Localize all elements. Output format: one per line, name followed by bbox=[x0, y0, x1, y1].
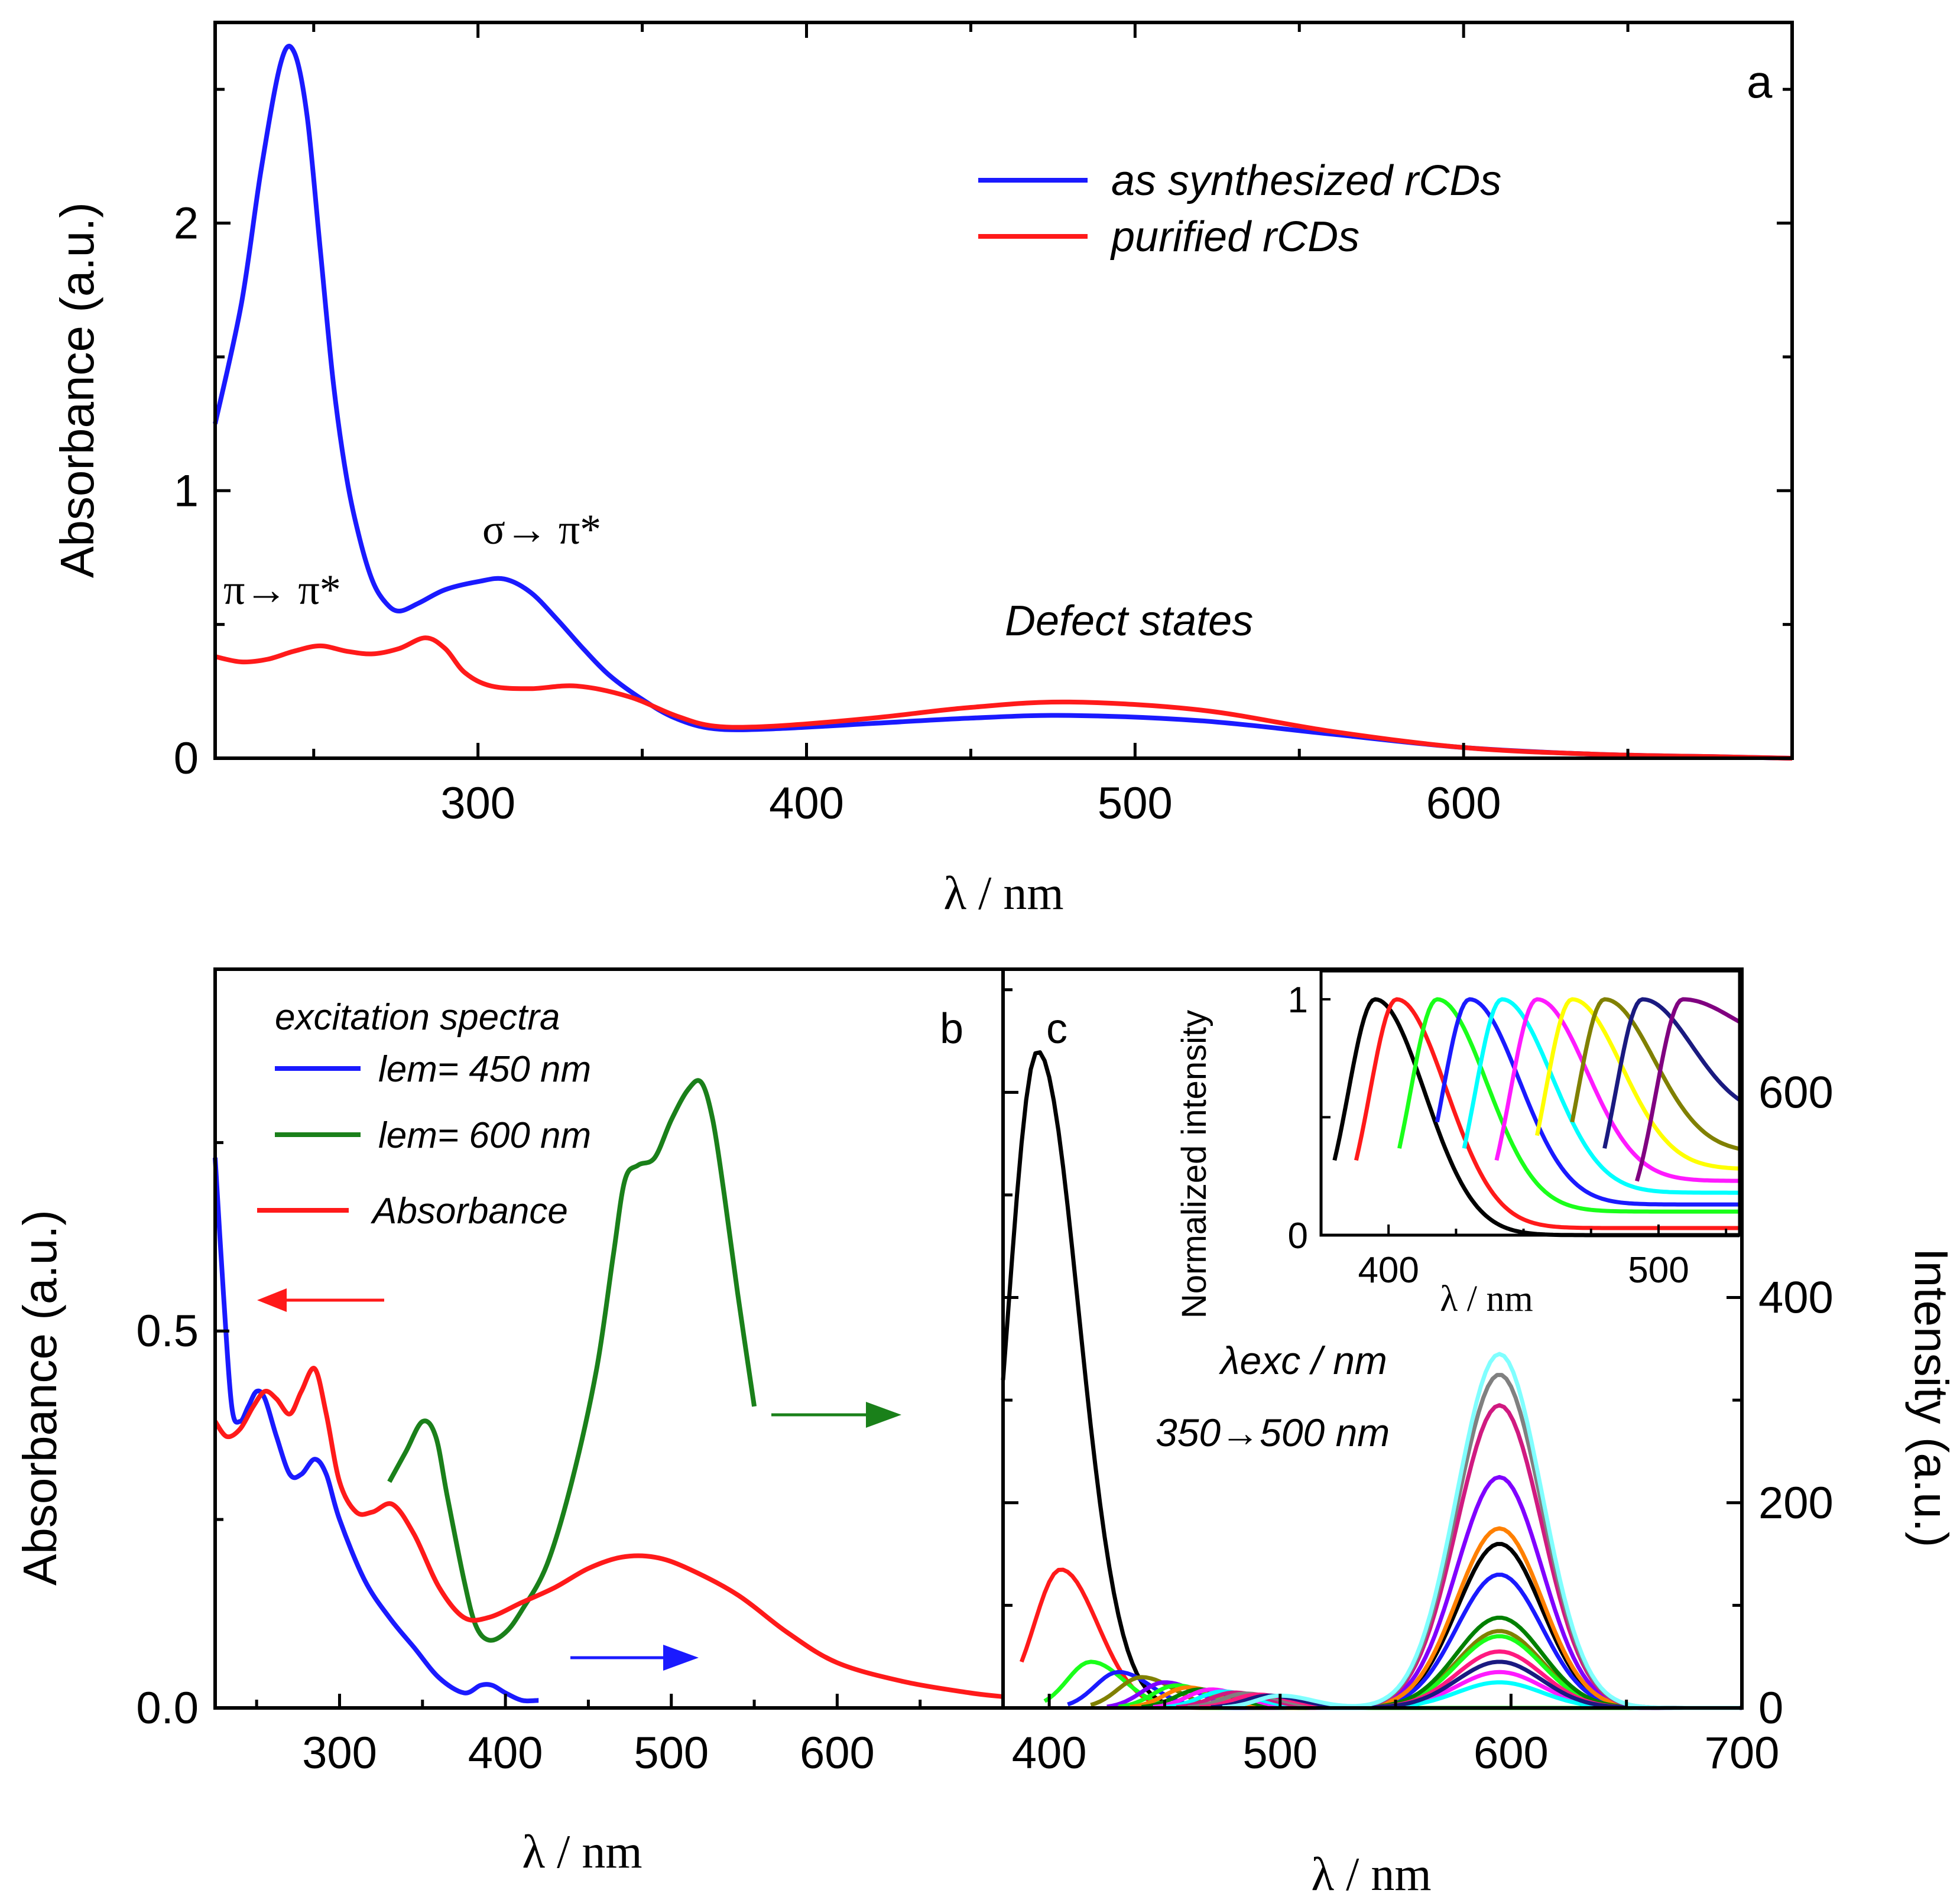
panel-c-xtick-label: 600 bbox=[1474, 1728, 1549, 1778]
inset-curve bbox=[1397, 997, 1740, 1214]
panel-a-xlabel: λ / nm bbox=[943, 868, 1063, 920]
panel-a-ytick-label: 1 bbox=[174, 466, 199, 516]
panel-a: 300 400 500 600 0 1 2 a as synthesized rCDs pu… bbox=[51, 21, 1794, 920]
arrow-green-right bbox=[771, 1402, 901, 1428]
legend-a-label-as-synthesized: as synthesized rCDs bbox=[1111, 157, 1501, 204]
panel-bc-frame bbox=[213, 967, 1744, 1710]
legend-b-label-450: lem= 450 nm bbox=[378, 1049, 591, 1090]
panel-b-ticks: 300 400 500 600 0.0 0.5 bbox=[136, 1141, 922, 1778]
panel-b-ylabel: Absorbance (a.u.) bbox=[14, 1210, 66, 1586]
panel-a-ylabel: Absorbance (a.u.) bbox=[51, 202, 103, 578]
annotation-lambda-exc: λexc / nm bbox=[1219, 1339, 1387, 1382]
panel-c-ytick-label: 0 bbox=[1758, 1683, 1783, 1733]
panel-b-curves bbox=[213, 1078, 1004, 1704]
inset-xtick-label: 400 bbox=[1358, 1250, 1419, 1291]
panel-c-xlabel: λ / nm bbox=[1311, 1849, 1431, 1900]
panel-c-ylabel: Intensity (a.u.) bbox=[1905, 1248, 1958, 1548]
annotation-sigma-pi: σ→ π* bbox=[482, 506, 601, 553]
panel-a-ytick-label: 2 bbox=[174, 199, 199, 249]
panel-a-series-as-synthesized bbox=[213, 44, 1793, 761]
legend-b-label-absorbance: Absorbance bbox=[370, 1191, 568, 1232]
arrow-blue-right bbox=[570, 1645, 699, 1671]
panel-a-label: a bbox=[1747, 56, 1773, 108]
panel-c-xtick-label: 500 bbox=[1242, 1728, 1318, 1778]
panel-c-xtick-label: 700 bbox=[1705, 1728, 1780, 1778]
panel-a-ytick-label: 0 bbox=[174, 733, 199, 784]
panel-b-series-lem-450 bbox=[213, 1157, 539, 1704]
annotation-exc-range: 350→500 nm bbox=[1156, 1411, 1390, 1454]
panel-b-xtick-label: 300 bbox=[302, 1728, 377, 1778]
panel-b-series-lem-600 bbox=[387, 1078, 757, 1643]
inset-curve bbox=[1570, 997, 1740, 1151]
panel-a-frame bbox=[213, 21, 1794, 760]
panel-b-series-absorbance bbox=[213, 1366, 1004, 1699]
inset-curve bbox=[1462, 997, 1740, 1195]
inset-xtick-label: 500 bbox=[1628, 1250, 1689, 1291]
inset-ytick-label: 1 bbox=[1288, 980, 1308, 1021]
inset-curve bbox=[1435, 997, 1740, 1207]
inset-curve bbox=[1494, 997, 1740, 1183]
panel-a-xtick-label: 500 bbox=[1098, 778, 1173, 829]
annotation-defect-states: Defect states bbox=[1005, 597, 1253, 645]
panel-c-label: c bbox=[1046, 1005, 1067, 1053]
panel-b-xtick-label: 600 bbox=[800, 1728, 875, 1778]
arrow-red-left bbox=[257, 1288, 384, 1312]
inset-curve bbox=[1635, 997, 1741, 1182]
annotation-pi-pi: π→ π* bbox=[223, 566, 341, 613]
panel-c-ytick-label: 200 bbox=[1758, 1478, 1834, 1528]
panel-a-xtick-label: 400 bbox=[769, 778, 844, 829]
panel-b-label: b bbox=[940, 1005, 963, 1053]
panel-c-inset: 400 500 0 1 λ / nm Normalized intensity bbox=[1175, 969, 1741, 1319]
panel-b-xtick-label: 400 bbox=[468, 1728, 543, 1778]
inset-ylabel: Normalized intensity bbox=[1175, 1010, 1213, 1318]
legend-b-label-600: lem= 600 nm bbox=[378, 1115, 591, 1156]
inset-ticks: 400 500 0 1 bbox=[1288, 980, 1728, 1291]
inset-curve bbox=[1534, 997, 1740, 1171]
inset-ytick-label: 0 bbox=[1288, 1216, 1308, 1256]
panel-a-ticks: 300 400 500 600 0 1 2 bbox=[174, 22, 1794, 829]
inset-xlabel: λ / nm bbox=[1440, 1279, 1533, 1319]
legend-a-label-purified: purified rCDs bbox=[1110, 213, 1359, 261]
panel-b-ytick-label: 0.0 bbox=[136, 1683, 199, 1733]
panel-b-ytick-label: 0.5 bbox=[136, 1306, 199, 1356]
panel-c-ytick-label: 400 bbox=[1758, 1273, 1834, 1323]
panel-b-xtick-label: 500 bbox=[634, 1728, 709, 1778]
legend-b-title: excitation spectra bbox=[275, 997, 560, 1038]
inset-curve bbox=[1354, 997, 1740, 1230]
panel-b-xlabel: λ / nm bbox=[522, 1826, 642, 1878]
panel-c-ytick-label: 600 bbox=[1758, 1067, 1834, 1118]
panel-a-series-purified bbox=[215, 635, 1793, 761]
panel-c-xtick-label: 400 bbox=[1012, 1728, 1087, 1778]
panel-a-xtick-label: 600 bbox=[1426, 778, 1501, 829]
panel-a-curves bbox=[213, 44, 1793, 761]
panel-a-xtick-label: 300 bbox=[440, 778, 515, 829]
